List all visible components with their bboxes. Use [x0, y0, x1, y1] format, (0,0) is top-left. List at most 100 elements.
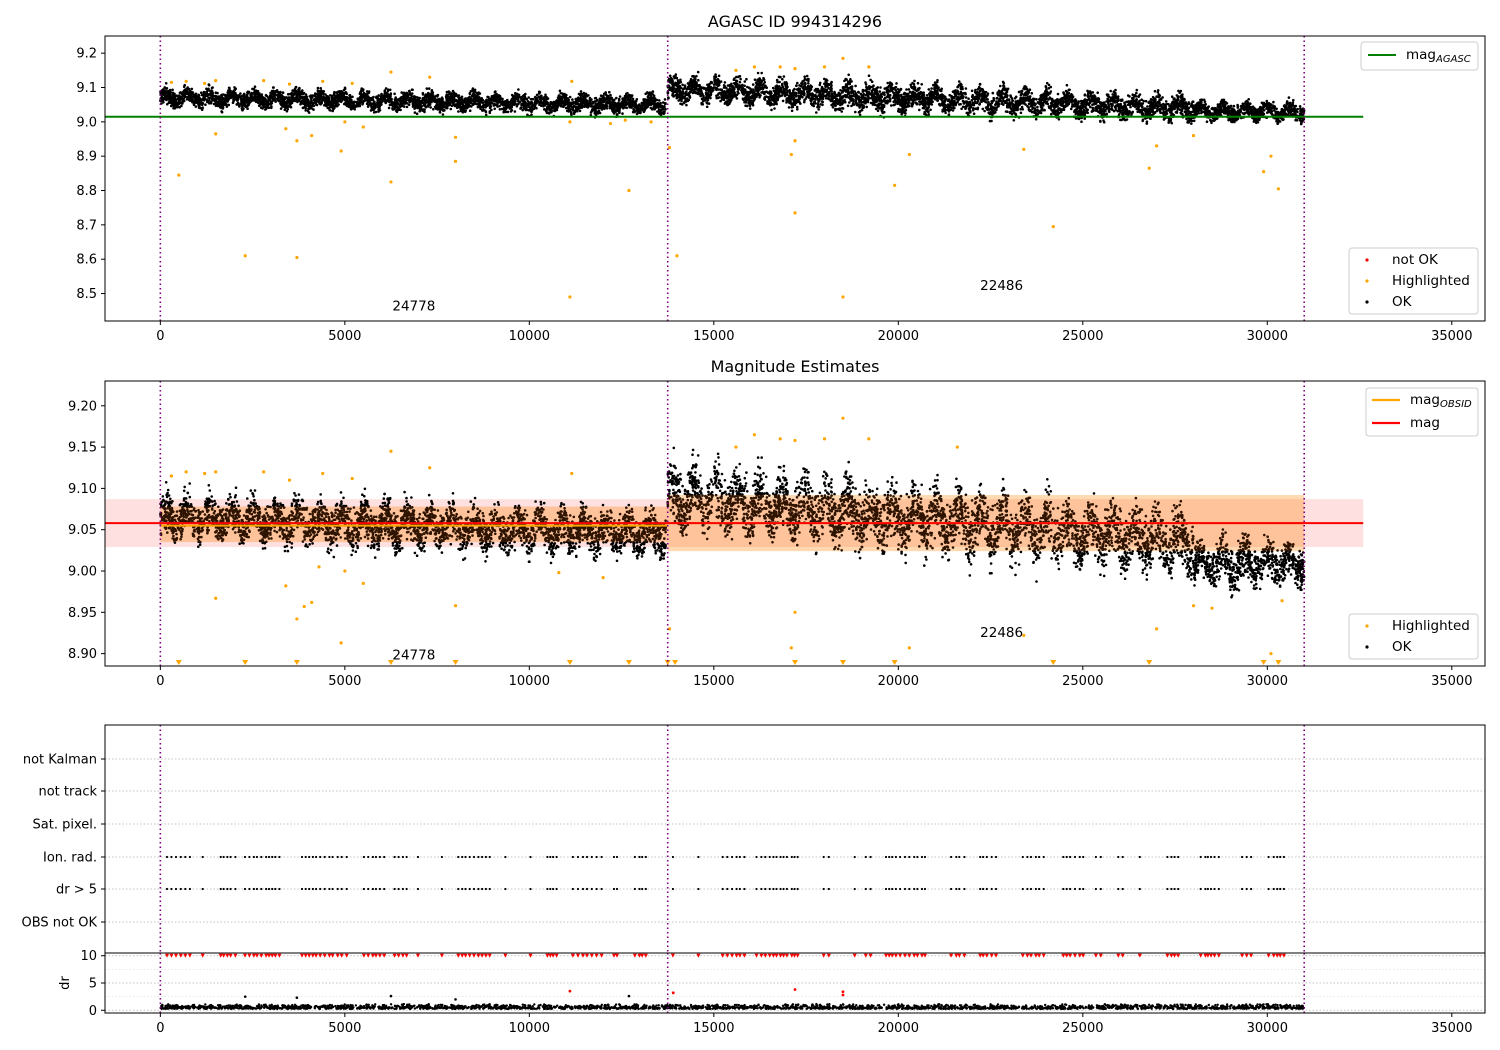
- ok-point: [545, 100, 548, 104]
- ok-point: [227, 103, 231, 107]
- ok-point: [313, 93, 317, 97]
- ok-point: [476, 98, 479, 101]
- ok-point: [506, 101, 510, 104]
- ok-point: [348, 103, 351, 106]
- ok-point: [523, 107, 526, 110]
- ok-point: [186, 86, 189, 89]
- ok-point: [664, 102, 667, 106]
- ok-point: [312, 104, 316, 108]
- ok-point: [630, 94, 634, 97]
- ok-point: [301, 106, 305, 110]
- ok-point: [319, 87, 323, 90]
- ok-point: [377, 108, 381, 112]
- ok-point: [308, 95, 312, 98]
- ok-point: [162, 97, 166, 100]
- ok-point: [1107, 109, 1111, 112]
- ok-point: [167, 90, 171, 94]
- ok-point: [308, 107, 311, 110]
- ok-point: [756, 71, 760, 75]
- ok-point: [570, 113, 573, 116]
- ok-point: [399, 100, 402, 104]
- ok-point: [305, 95, 309, 98]
- ok-point: [333, 97, 337, 101]
- ok-point: [532, 107, 536, 111]
- ok-point: [228, 86, 231, 90]
- ok-point: [496, 97, 499, 100]
- ok-point: [179, 91, 182, 94]
- ok-point: [387, 106, 391, 110]
- ok-point: [331, 102, 335, 106]
- ok-point: [493, 103, 497, 106]
- ok-point: [986, 103, 990, 107]
- ok-point: [854, 110, 857, 114]
- ok-point: [360, 98, 363, 102]
- ok-point: [697, 78, 700, 82]
- ok-point: [535, 106, 538, 110]
- ok-point: [341, 95, 345, 98]
- ok-point: [429, 92, 433, 96]
- ok-point: [760, 71, 763, 75]
- ok-point: [512, 103, 515, 106]
- ok-point: [475, 91, 479, 95]
- ok-point: [427, 87, 431, 90]
- ok-point: [342, 88, 346, 92]
- ok-point: [496, 102, 499, 105]
- ok-point: [436, 93, 440, 97]
- ok-point: [446, 106, 449, 110]
- ok-point: [356, 103, 360, 106]
- ok-point: [1153, 97, 1156, 100]
- ok-point: [1155, 95, 1158, 98]
- ok-point: [371, 103, 375, 106]
- ok-point: [164, 82, 168, 85]
- ok-point: [461, 106, 465, 109]
- ok-point: [510, 109, 514, 112]
- ok-point: [572, 104, 576, 108]
- ok-point: [661, 107, 665, 111]
- ok-point: [595, 112, 598, 116]
- ok-point: [777, 75, 781, 79]
- ok-point: [664, 107, 667, 111]
- ok-point: [572, 100, 575, 104]
- ok-point: [361, 89, 365, 92]
- ok-point: [267, 96, 270, 99]
- ok-point: [372, 105, 376, 109]
- ok-point: [615, 96, 618, 100]
- ok-point: [920, 83, 923, 86]
- ok-point: [261, 107, 264, 110]
- ok-point: [450, 94, 453, 98]
- ok-point: [657, 108, 661, 111]
- ok-point: [987, 101, 990, 104]
- ok-point: [646, 101, 649, 105]
- ok-point: [543, 108, 546, 111]
- ok-point: [575, 99, 579, 103]
- ok-point: [363, 93, 367, 96]
- ok-point: [249, 99, 253, 103]
- ok-point: [1010, 112, 1014, 116]
- ok-point: [530, 113, 533, 116]
- ok-point: [428, 103, 432, 106]
- ok-point: [228, 93, 232, 97]
- ok-point: [481, 109, 484, 112]
- ok-point: [245, 93, 248, 97]
- ok-point: [653, 107, 656, 111]
- ok-point: [399, 96, 403, 99]
- ok-point: [456, 95, 460, 98]
- ok-point: [400, 91, 404, 94]
- ok-point: [421, 93, 425, 96]
- ok-point: [364, 99, 368, 102]
- ok-point: [330, 105, 334, 109]
- ok-point: [484, 110, 488, 114]
- ok-point: [327, 103, 330, 106]
- ok-point: [529, 109, 533, 112]
- ok-point: [202, 98, 205, 102]
- ok-point: [1109, 89, 1112, 93]
- ok-point: [345, 95, 348, 99]
- ok-point: [274, 91, 277, 94]
- ok-point: [609, 93, 612, 97]
- ok-point: [625, 92, 628, 96]
- ok-point: [413, 107, 416, 110]
- ok-point: [317, 94, 320, 97]
- ok-point: [429, 106, 433, 109]
- ok-point: [663, 98, 667, 101]
- ok-point: [301, 97, 305, 101]
